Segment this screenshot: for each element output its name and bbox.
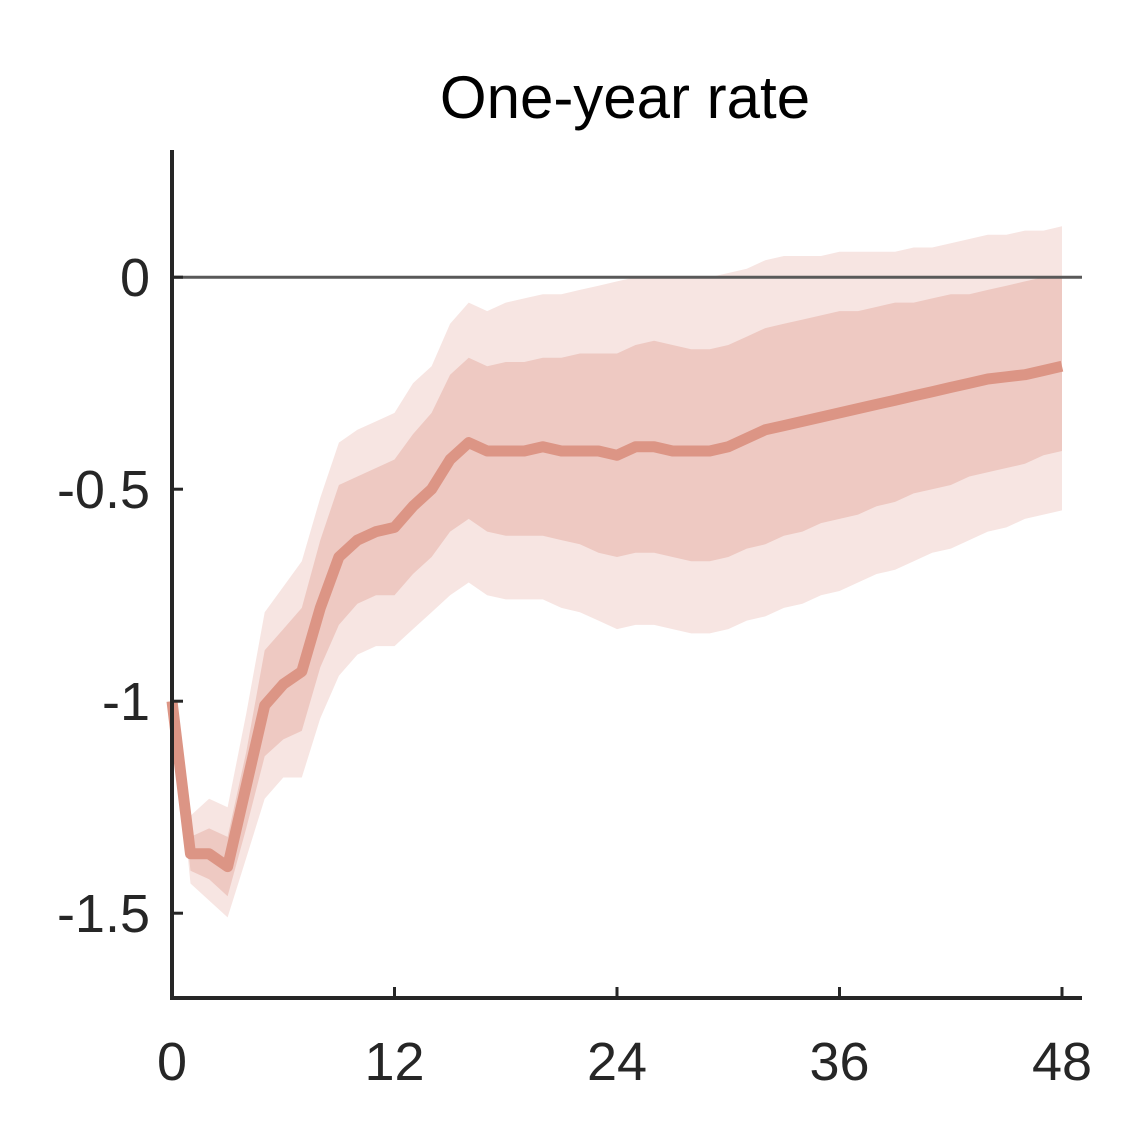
x-tick-label: 48 xyxy=(1032,1032,1092,1092)
axes xyxy=(170,150,1082,1000)
x-tick-label: 12 xyxy=(364,1032,424,1092)
impulse-response-line xyxy=(166,360,1064,873)
x-tick-label: 0 xyxy=(157,1032,187,1092)
y-tick-label: 0 xyxy=(120,248,150,308)
y-tick-label: -1 xyxy=(102,672,150,732)
confidence-bands xyxy=(172,226,1062,918)
y-tick-label: -0.5 xyxy=(57,460,150,520)
x-tick-label: 36 xyxy=(809,1032,869,1092)
y-tick-label: -1.5 xyxy=(57,884,150,944)
tick-labels: 0 -0.5 -1 -1.5 0 12 24 36 48 xyxy=(57,248,1092,1092)
inner-confidence-band xyxy=(172,277,1062,897)
x-tick-label: 24 xyxy=(587,1032,647,1092)
chart-title: One-year rate xyxy=(440,64,810,131)
series-layer xyxy=(166,360,1064,873)
